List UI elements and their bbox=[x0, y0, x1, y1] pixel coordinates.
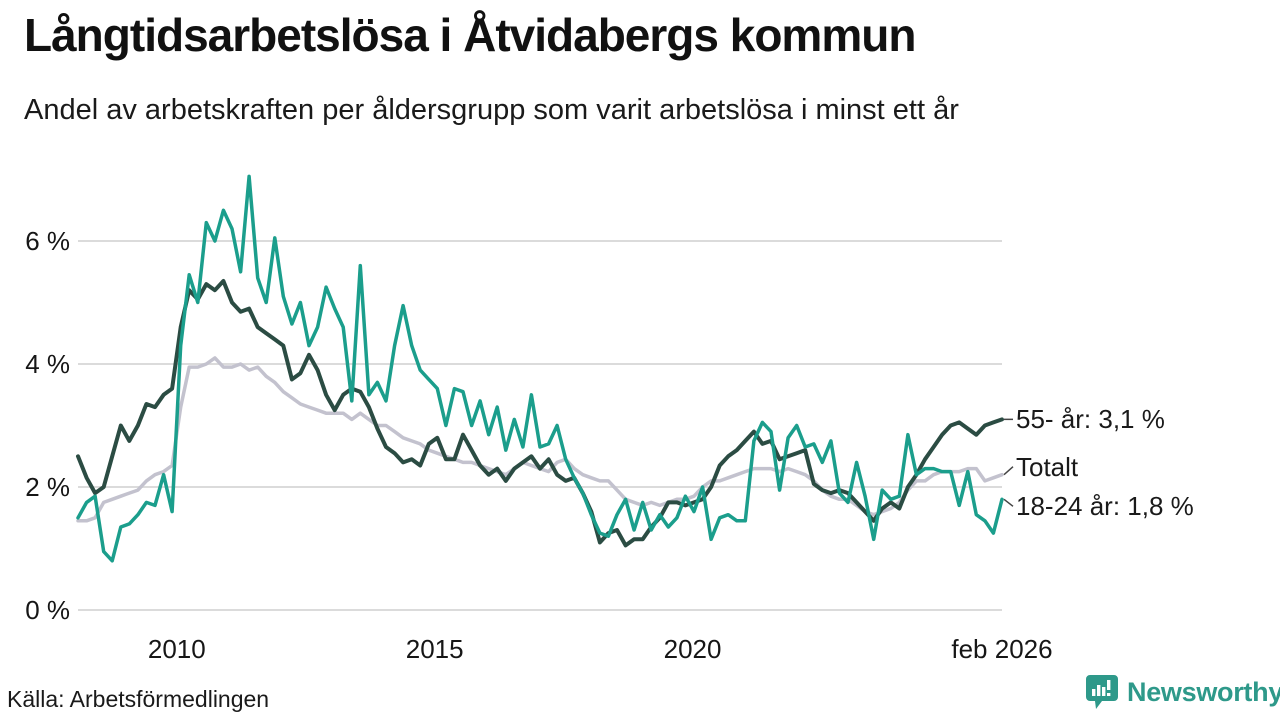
y-tick-label: 6 % bbox=[25, 226, 70, 256]
y-tick-label: 4 % bbox=[25, 349, 70, 379]
x-tick-label: 2010 bbox=[147, 634, 206, 664]
x-tick-label: 2020 bbox=[663, 634, 722, 664]
series-end-label: 18-24 år: 1,8 % bbox=[1016, 491, 1194, 522]
newsworthy-bubble-icon bbox=[1086, 675, 1118, 709]
x-tick-label: feb 2026 bbox=[951, 634, 1053, 664]
source-note: Källa: Arbetsförmedlingen bbox=[7, 686, 270, 712]
page-title: Långtidsarbetslösa i Åtvidabergs kommun bbox=[24, 9, 916, 61]
newsworthy-wordmark: Newsworthy bbox=[1127, 676, 1280, 707]
x-tick-label: 2015 bbox=[405, 634, 464, 664]
newsworthy-logo: Newsworthy bbox=[1085, 672, 1280, 712]
series-line-18-24år bbox=[76, 174, 1004, 563]
series-end-label: Totalt bbox=[1016, 451, 1079, 482]
end-label-connector bbox=[1003, 498, 1014, 507]
y-tick-label: 2 % bbox=[25, 472, 70, 502]
y-tick-label: 0 % bbox=[25, 595, 70, 625]
chart-subtitle: Andel av arbetskraften per åldersgrupp s… bbox=[24, 94, 959, 126]
end-label-connector bbox=[1003, 466, 1014, 476]
series-end-label: 55- år: 3,1 % bbox=[1016, 404, 1165, 435]
series-line-55-år bbox=[76, 279, 1004, 548]
